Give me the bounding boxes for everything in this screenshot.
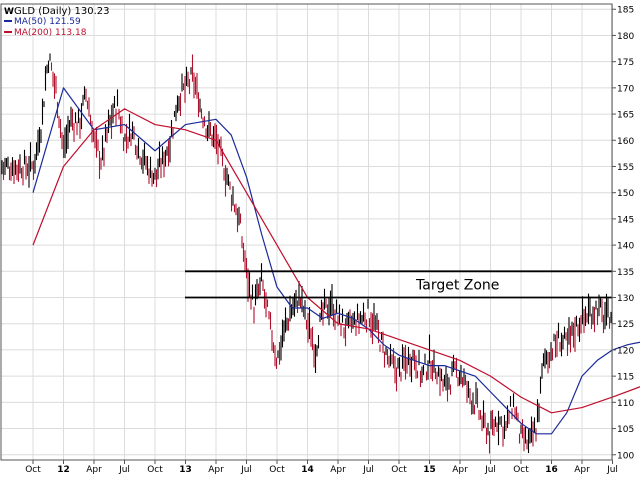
x-tick-label: Jul <box>362 465 374 475</box>
y-tick-label: 115 <box>617 373 634 383</box>
y-tick-label: 140 <box>617 242 634 252</box>
x-tick-label: Apr <box>452 465 468 475</box>
x-tick-label: 15 <box>423 465 436 475</box>
target-zone-label: Target Zone <box>415 277 499 293</box>
y-tick-label: 145 <box>617 215 634 225</box>
y-tick-label: 165 <box>617 111 634 121</box>
y-tick-label: 180 <box>617 32 634 42</box>
y-tick-label: 155 <box>617 163 634 173</box>
x-tick-label: Apr <box>208 465 224 475</box>
x-tick-label: Oct <box>147 465 163 475</box>
y-tick-label: 185 <box>617 6 634 16</box>
x-tick-label: Oct <box>391 465 407 475</box>
x-tick-label: Apr <box>330 465 346 475</box>
ma50-line <box>32 87 640 435</box>
y-tick-label: 125 <box>617 320 634 330</box>
x-tick-label: Oct <box>513 465 529 475</box>
legend: W GLD (Daily) 130.23 MA(50) 121.59 MA(20… <box>4 6 109 38</box>
x-tick-label: Oct <box>269 465 285 475</box>
x-tick-label: Apr <box>86 465 102 475</box>
x-tick-label: Apr <box>574 465 590 475</box>
x-tick-label: Jul <box>240 465 252 475</box>
y-tick-label: 160 <box>617 137 634 147</box>
y-tick-label: 135 <box>617 268 634 278</box>
legend-ma200-swatch <box>4 31 12 33</box>
x-tick-label: Jul <box>484 465 496 475</box>
y-tick-label: 100 <box>617 451 634 461</box>
y-tick-label: 120 <box>617 346 634 356</box>
series-layer <box>1 53 640 454</box>
x-tick-label: Oct <box>25 465 41 475</box>
legend-ma50-swatch <box>4 20 12 22</box>
y-tick-label: 110 <box>617 399 634 409</box>
y-tick-label: 150 <box>617 189 634 199</box>
x-tick-label: Jul <box>606 465 618 475</box>
y-tick-label: 105 <box>617 425 634 435</box>
legend-title-icon: W <box>4 7 14 17</box>
x-tick-label: 16 <box>545 465 558 475</box>
price-bars <box>1 53 612 454</box>
y-tick-label: 130 <box>617 294 634 304</box>
x-tick-label: Jul <box>118 465 130 475</box>
legend-ma200: MA(200) 113.18 <box>14 28 87 38</box>
legend-ma50: MA(50) 121.59 <box>14 17 81 27</box>
x-tick-label: 12 <box>57 465 70 475</box>
x-axis: Oct 12 Apr Jul Oct 13 Apr Jul Oct 14 Apr Jul Oct 15 Ap… <box>25 460 618 475</box>
y-tick-label: 170 <box>617 84 634 94</box>
y-axis: 100 105 110 115 120 125 130 135 140 145 150 155 160 1… <box>612 6 634 461</box>
x-tick-label: 13 <box>179 465 192 475</box>
plot-frame <box>0 3 613 461</box>
ma200-line <box>32 108 640 414</box>
target-zone-layer <box>185 270 612 299</box>
x-tick-label: 14 <box>301 465 314 475</box>
y-tick-label: 175 <box>617 58 634 68</box>
legend-title: GLD (Daily) 130.23 <box>14 6 109 17</box>
